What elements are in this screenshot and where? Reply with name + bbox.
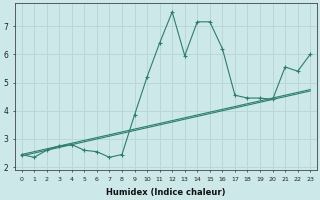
X-axis label: Humidex (Indice chaleur): Humidex (Indice chaleur) xyxy=(106,188,226,197)
